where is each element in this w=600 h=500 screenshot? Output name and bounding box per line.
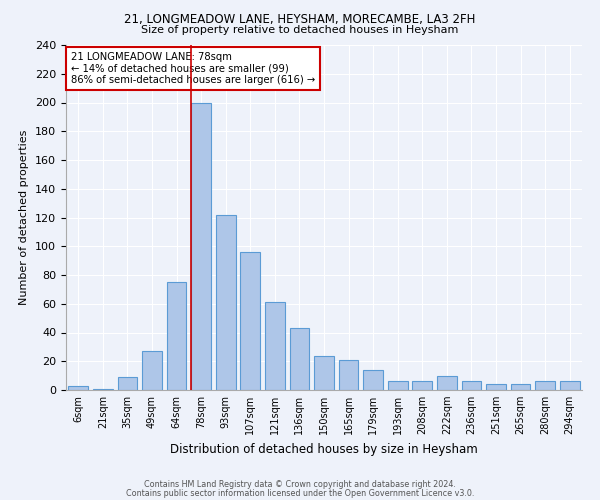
- Bar: [118, 377, 137, 390]
- Bar: [535, 382, 555, 390]
- Bar: [511, 384, 530, 390]
- Bar: [364, 370, 383, 390]
- Bar: [290, 328, 309, 390]
- Bar: [216, 214, 236, 390]
- Bar: [339, 360, 358, 390]
- Bar: [461, 382, 481, 390]
- Bar: [388, 382, 407, 390]
- Bar: [437, 376, 457, 390]
- Bar: [93, 388, 113, 390]
- Bar: [412, 382, 432, 390]
- Bar: [486, 384, 506, 390]
- Bar: [314, 356, 334, 390]
- Text: Contains HM Land Registry data © Crown copyright and database right 2024.: Contains HM Land Registry data © Crown c…: [144, 480, 456, 489]
- Text: 21, LONGMEADOW LANE, HEYSHAM, MORECAMBE, LA3 2FH: 21, LONGMEADOW LANE, HEYSHAM, MORECAMBE,…: [124, 12, 476, 26]
- Bar: [142, 351, 162, 390]
- Text: Contains public sector information licensed under the Open Government Licence v3: Contains public sector information licen…: [126, 488, 474, 498]
- Bar: [191, 102, 211, 390]
- X-axis label: Distribution of detached houses by size in Heysham: Distribution of detached houses by size …: [170, 442, 478, 456]
- Text: 21 LONGMEADOW LANE: 78sqm
← 14% of detached houses are smaller (99)
86% of semi-: 21 LONGMEADOW LANE: 78sqm ← 14% of detac…: [71, 52, 316, 85]
- Bar: [265, 302, 284, 390]
- Bar: [560, 382, 580, 390]
- Text: Size of property relative to detached houses in Heysham: Size of property relative to detached ho…: [142, 25, 458, 35]
- Bar: [68, 386, 88, 390]
- Bar: [241, 252, 260, 390]
- Bar: [167, 282, 187, 390]
- Y-axis label: Number of detached properties: Number of detached properties: [19, 130, 29, 305]
